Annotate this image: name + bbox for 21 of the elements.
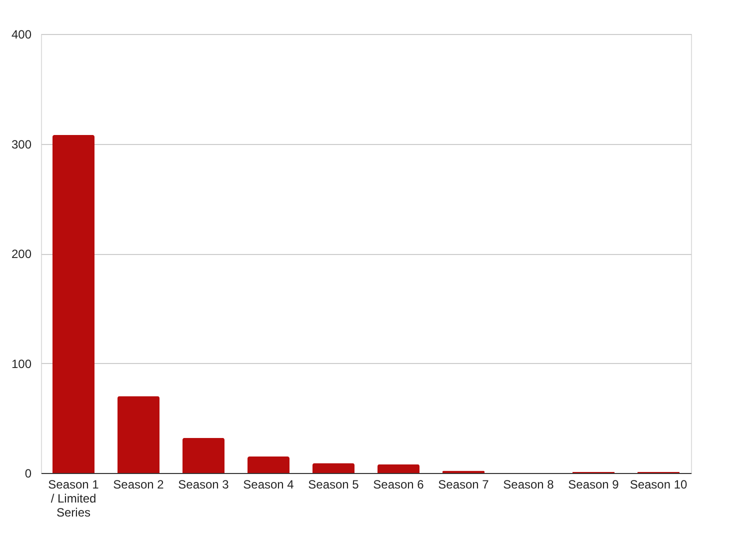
y-tick-label: 400 xyxy=(11,28,32,42)
x-tick-label: Season 6 xyxy=(373,478,424,492)
y-tick-label: 100 xyxy=(11,356,32,371)
x-tick-label: Season 8 xyxy=(503,478,554,492)
bar xyxy=(182,438,224,473)
bar xyxy=(312,463,354,473)
x-tick-label: Season 2 xyxy=(113,478,164,492)
bar xyxy=(52,134,94,473)
x-tick-label: Season 5 xyxy=(308,478,360,492)
x-tick-label: Season 3 xyxy=(178,478,230,492)
x-tick-label: Season 9 xyxy=(568,478,620,492)
y-tick-label: 200 xyxy=(11,247,32,261)
x-tick-label: Season 7 xyxy=(438,478,490,492)
x-tick-label: Season 4 xyxy=(243,478,294,492)
bar xyxy=(378,464,420,473)
y-tick-label: 0 xyxy=(24,466,32,480)
x-tick-label: Season 1 / Limited Series xyxy=(48,478,100,520)
y-tick-label: 300 xyxy=(11,137,32,152)
bar xyxy=(248,456,290,473)
x-tick-label: Season 10 xyxy=(630,478,688,492)
bar xyxy=(118,396,160,473)
